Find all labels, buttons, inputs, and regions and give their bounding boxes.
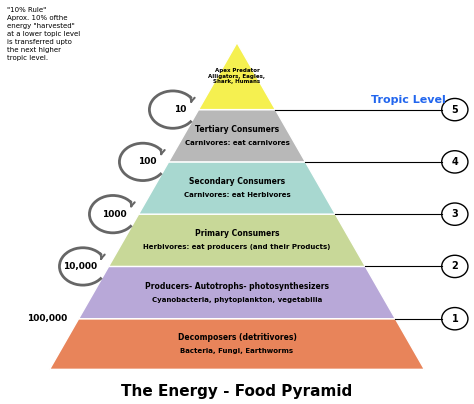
Text: Apex Predator
Alligators, Eagles,
Shark, Humans: Apex Predator Alligators, Eagles, Shark,… bbox=[209, 68, 265, 84]
Text: Carnivores: eat carnivores: Carnivores: eat carnivores bbox=[184, 140, 290, 146]
Text: 10,000: 10,000 bbox=[63, 262, 97, 271]
Polygon shape bbox=[50, 319, 424, 369]
Text: 100: 100 bbox=[138, 158, 157, 166]
Polygon shape bbox=[199, 43, 275, 109]
Text: 4: 4 bbox=[451, 157, 458, 167]
Text: "10% Rule"
Aprox. 10% ofthe
energy "harvested"
at a lower topic level
is transfe: "10% Rule" Aprox. 10% ofthe energy "harv… bbox=[8, 7, 81, 61]
Text: Carnivores: eat Herbivores: Carnivores: eat Herbivores bbox=[183, 192, 291, 198]
Text: 2: 2 bbox=[451, 261, 458, 271]
Polygon shape bbox=[169, 109, 305, 162]
Text: 1000: 1000 bbox=[102, 210, 127, 219]
Polygon shape bbox=[79, 266, 395, 319]
Text: Producers- Autotrophs- photosynthesizers: Producers- Autotrophs- photosynthesizers bbox=[145, 282, 329, 291]
Text: 100,000: 100,000 bbox=[27, 314, 67, 323]
Text: Tropic Level: Tropic Level bbox=[371, 95, 446, 105]
Text: Decomposers (detritivores): Decomposers (detritivores) bbox=[178, 333, 296, 342]
Text: Tertiary Consumers: Tertiary Consumers bbox=[195, 125, 279, 134]
Text: Secondary Consumers: Secondary Consumers bbox=[189, 177, 285, 186]
Text: Bacteria, Fungi, Earthworms: Bacteria, Fungi, Earthworms bbox=[181, 348, 293, 354]
Polygon shape bbox=[138, 162, 336, 214]
Polygon shape bbox=[109, 214, 365, 266]
Text: 3: 3 bbox=[451, 209, 458, 219]
Text: 10: 10 bbox=[174, 105, 187, 114]
Text: 1: 1 bbox=[451, 314, 458, 324]
Text: Herbivores: eat producers (and their Products): Herbivores: eat producers (and their Pro… bbox=[143, 244, 331, 250]
Text: The Energy - Food Pyramid: The Energy - Food Pyramid bbox=[121, 384, 353, 399]
Text: Cyanobacteria, phytoplankton, vegetabilia: Cyanobacteria, phytoplankton, vegetabili… bbox=[152, 297, 322, 303]
Text: Primary Consumers: Primary Consumers bbox=[195, 229, 279, 238]
Text: 5: 5 bbox=[451, 105, 458, 115]
